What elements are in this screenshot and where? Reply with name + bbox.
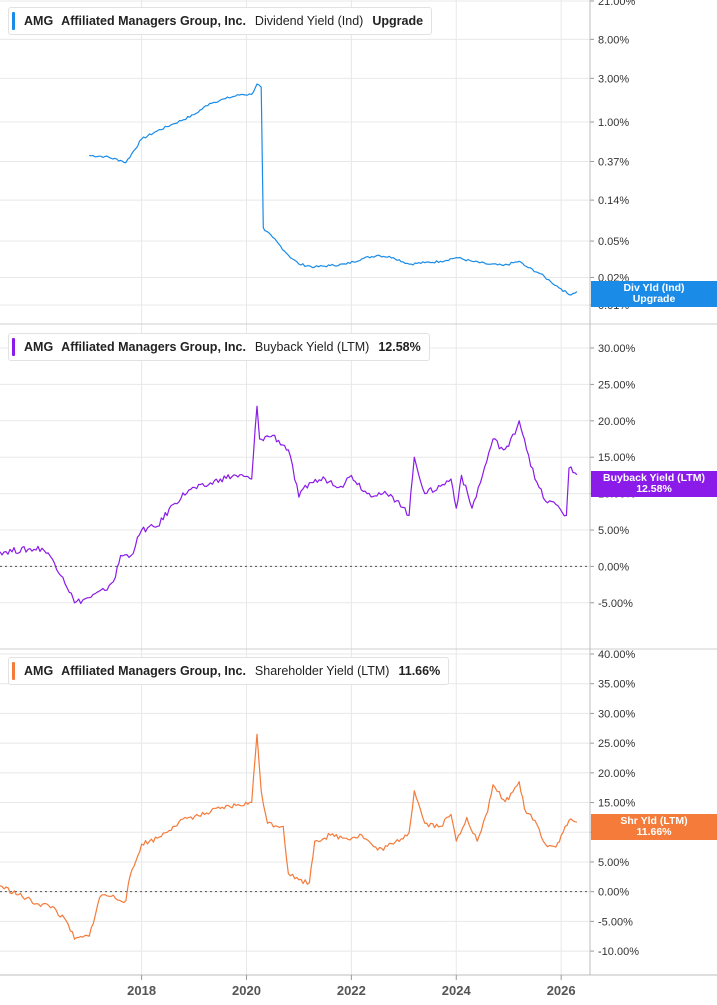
y-tick-label: 0.00% [598, 887, 629, 899]
x-tick-label: 2020 [232, 983, 261, 998]
legend-swatch-buyback-yield [12, 338, 15, 356]
y-tick-label: 1.00% [598, 117, 629, 129]
flag-value: 11.66% [636, 826, 672, 838]
y-tick-label: -5.00% [598, 916, 633, 928]
y-tick-label: 40.00% [598, 649, 636, 661]
y-tick-label: 30.00% [598, 343, 636, 355]
legend-swatch-dividend-yield [12, 12, 15, 30]
y-tick-label: 25.00% [598, 379, 636, 391]
y-tick-label: 25.00% [598, 738, 636, 750]
legend-shareholder-yield: AMG Affiliated Managers Group, Inc. Shar… [8, 657, 450, 685]
y-tick-label: 0.37% [598, 157, 629, 169]
y-tick-label: 0.05% [598, 236, 629, 248]
legend-ticker: AMG [24, 340, 54, 354]
value-flag-shareholder-yield: Shr Yld (LTM) 11.66% [591, 814, 717, 840]
legend-value: 12.58% [378, 340, 421, 354]
legend-metric: Shareholder Yield (LTM) [254, 664, 390, 678]
y-tick-label: 3.00% [598, 73, 629, 85]
y-tick-label: 15.00% [598, 452, 636, 464]
legend-metric: Buyback Yield (LTM) [254, 340, 370, 354]
y-tick-label: 0.00% [598, 561, 629, 573]
legend-company: Affiliated Managers Group, Inc. [61, 664, 246, 678]
y-tick-label: 20.00% [598, 768, 636, 780]
y-tick-label: 5.00% [598, 525, 629, 537]
flag-label: Buyback Yield (LTM) [603, 472, 705, 484]
flag-label: Shr Yld (LTM) [620, 815, 688, 827]
legend-dividend-yield: AMG Affiliated Managers Group, Inc. Divi… [8, 7, 433, 35]
legend-ticker: AMG [24, 664, 54, 678]
y-tick-label: 20.00% [598, 416, 636, 428]
legend-company: Affiliated Managers Group, Inc. [61, 14, 246, 28]
legend-metric: Dividend Yield (Ind) [254, 14, 364, 28]
flag-value: 12.58% [636, 483, 672, 495]
series-line-3 [0, 733, 578, 940]
legend-buyback-yield: AMG Affiliated Managers Group, Inc. Buyb… [8, 333, 430, 361]
value-flag-dividend-yield: Div Yld (Ind) Upgrade [591, 281, 717, 307]
legend-value: 11.66% [398, 664, 441, 678]
y-tick-label: 21.00% [598, 0, 636, 8]
y-tick-label: -5.00% [598, 598, 633, 610]
y-tick-label: 5.00% [598, 857, 629, 869]
x-tick-label: 2022 [337, 983, 366, 998]
legend-upgrade-link[interactable]: Upgrade [372, 14, 424, 28]
y-tick-label: 35.00% [598, 679, 636, 691]
legend-swatch-shareholder-yield [12, 662, 15, 680]
y-tick-label: 0.14% [598, 195, 629, 207]
legend-ticker: AMG [24, 14, 54, 28]
value-flag-buyback-yield: Buyback Yield (LTM) 12.58% [591, 471, 717, 497]
y-tick-label: 15.00% [598, 798, 636, 810]
y-tick-label: 8.00% [598, 34, 629, 46]
flag-label: Div Yld (Ind) [623, 282, 685, 294]
series-line-2 [0, 405, 578, 605]
legend-company: Affiliated Managers Group, Inc. [61, 340, 246, 354]
flag-value: Upgrade [632, 293, 676, 305]
series-line-1 [89, 83, 578, 296]
x-tick-label: 2024 [442, 983, 472, 998]
y-tick-label: 30.00% [598, 708, 636, 720]
y-tick-label: -10.00% [598, 946, 639, 958]
x-tick-label: 2026 [547, 983, 576, 998]
x-tick-label: 2018 [127, 983, 156, 998]
